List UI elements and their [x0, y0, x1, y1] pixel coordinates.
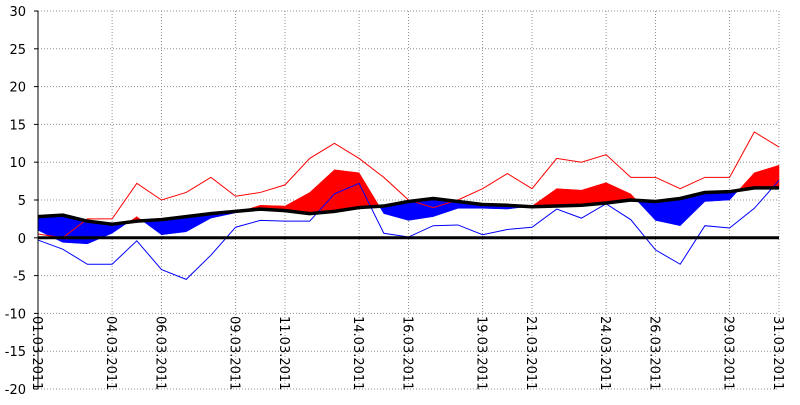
min-temperature-line	[37, 180, 780, 280]
x-tick-label: 31.03.2011	[770, 316, 785, 390]
y-tick-label: 15	[9, 118, 26, 133]
cold-deviation-area	[636, 200, 656, 222]
y-tick-label: 5	[18, 194, 26, 209]
x-tick-label: 29.03.2011	[721, 316, 736, 390]
y-tick-label: 20	[9, 81, 26, 96]
x-tick-label: 24.03.2011	[597, 316, 612, 390]
x-tick-label: 21.03.2011	[523, 316, 538, 390]
x-tick-label: 11.03.2011	[276, 316, 291, 390]
y-tick-label: 0	[18, 232, 26, 247]
warm-deviation-area	[556, 188, 582, 207]
x-tick-label: 19.03.2011	[474, 316, 489, 390]
y-tick-label: -20	[5, 383, 26, 398]
x-tick-label: 09.03.2011	[227, 316, 242, 390]
x-tick-label: 14.03.2011	[350, 316, 365, 390]
y-tick-label: 25	[9, 43, 26, 58]
warm-deviation-area	[334, 169, 360, 212]
y-tick-label: -15	[5, 345, 26, 360]
x-tick-label: 26.03.2011	[647, 316, 662, 390]
x-tick-label: 01.03.2011	[29, 316, 44, 390]
warm-deviation-area	[531, 188, 557, 208]
x-tick-label: 06.03.2011	[153, 316, 168, 390]
x-tick-label: 16.03.2011	[400, 316, 415, 390]
x-tick-label: 04.03.2011	[103, 316, 118, 390]
y-tick-label: 10	[9, 156, 26, 171]
y-tick-label: -10	[5, 307, 26, 322]
normal-temperature-line	[37, 186, 779, 226]
y-tick-label: -5	[13, 270, 26, 285]
y-tick-label: 30	[9, 5, 26, 20]
